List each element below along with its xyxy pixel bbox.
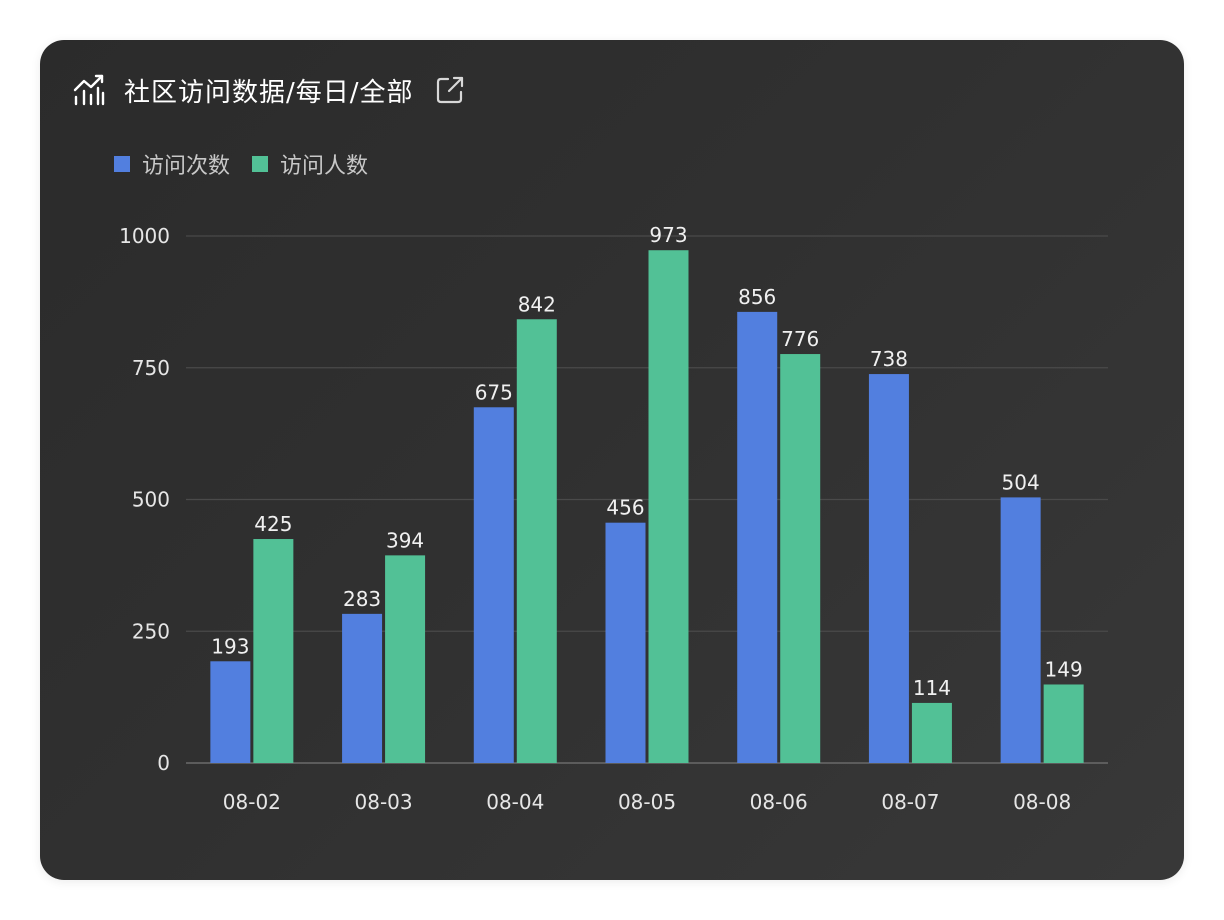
legend-label-visits: 访问次数 [142, 154, 231, 179]
x-tick-label: 08-06 [750, 790, 808, 814]
data-label: 456 [606, 496, 644, 520]
card-header: 社区访问数据/每日/全部 [72, 70, 466, 110]
bar-chart: 0 250 500 750 1000 08-02 193 425 08-03 283 394 08-0… [119, 223, 1108, 814]
legend-item-visitors[interactable]: 访问人数 [252, 148, 368, 180]
card-title: 社区访问数据/每日/全部 [124, 77, 414, 108]
data-label: 973 [649, 223, 687, 247]
legend-swatch-visitors [252, 156, 269, 172]
data-label: 149 [1045, 657, 1083, 681]
x-tick-label: 08-02 [223, 790, 281, 814]
data-label: 193 [211, 634, 249, 658]
open-external-button[interactable] [434, 74, 466, 106]
x-tick-label: 08-07 [881, 790, 939, 814]
bar-visitors [648, 250, 689, 763]
y-tick-label: 750 [132, 356, 170, 380]
x-tick-label: 08-04 [486, 790, 544, 814]
data-label: 738 [870, 347, 908, 371]
bar-visits [473, 407, 514, 763]
data-label: 776 [781, 327, 819, 351]
data-label: 394 [386, 528, 424, 552]
x-tick-label: 08-08 [1013, 790, 1071, 814]
bar-visits [342, 613, 383, 763]
data-label: 856 [738, 285, 776, 309]
x-tick-label: 08-03 [355, 790, 413, 814]
y-tick-label: 250 [132, 619, 170, 643]
bar-visitors [253, 539, 294, 763]
bar-visits [868, 374, 909, 763]
trend-chart-icon [73, 74, 105, 106]
bar-visitors [385, 555, 426, 763]
chart-card: 社区访问数据/每日/全部 访问次数 访问人数 0 250 500 750 1000 08-… [40, 40, 1184, 880]
data-label: 425 [254, 512, 292, 536]
bar-visitors [911, 702, 952, 763]
chart-legend: 访问次数 访问人数 [114, 148, 368, 180]
bar-visitors [516, 319, 557, 763]
data-label: 504 [1002, 470, 1040, 494]
external-link-icon [436, 76, 463, 104]
data-label: 114 [913, 676, 951, 700]
bar-visitors [1043, 684, 1084, 763]
bar-visits [737, 311, 778, 763]
x-tick-label: 08-05 [618, 790, 676, 814]
bar-visits [210, 661, 251, 763]
legend-item-visits[interactable]: 访问次数 [114, 148, 230, 180]
bar-visitors [780, 354, 821, 763]
y-tick-label: 1000 [119, 224, 170, 248]
legend-label-visitors: 访问人数 [280, 154, 369, 179]
y-tick-label: 0 [157, 751, 170, 775]
data-label: 283 [343, 587, 381, 611]
data-label: 675 [475, 380, 513, 404]
y-tick-label: 500 [132, 488, 170, 512]
bar-visits [605, 522, 646, 763]
data-label: 842 [518, 292, 556, 316]
legend-swatch-visits [114, 156, 130, 172]
bar-visits [1000, 497, 1041, 763]
